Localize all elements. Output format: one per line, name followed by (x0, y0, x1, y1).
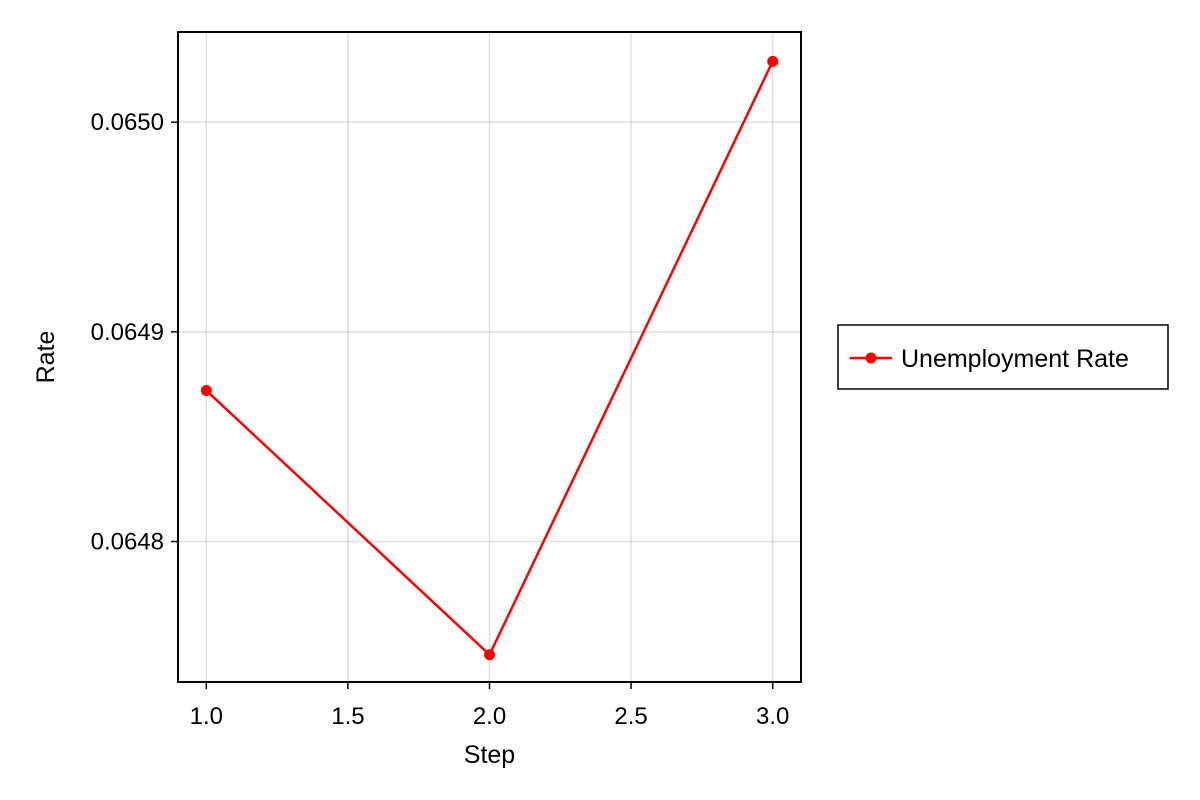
y-tick-label: 0.0648 (91, 529, 164, 556)
legend-entry-label: Unemployment Rate (901, 345, 1129, 373)
x-tick-label: 2.5 (614, 703, 647, 730)
y-tick-label: 0.0650 (91, 109, 164, 136)
x-axis: 1.0 1.5 2.0 2.5 3.0 (190, 682, 789, 730)
data-point (200, 385, 212, 397)
y-axis-label: Rate (32, 331, 60, 384)
x-axis-label: Step (464, 741, 515, 769)
legend-box (837, 324, 1169, 390)
series-layer (200, 55, 779, 661)
legend-marker-swatch (865, 352, 877, 364)
legend: Unemployment Rate (837, 324, 1169, 390)
x-tick-label: 1.0 (190, 703, 223, 730)
grid (178, 32, 801, 682)
y-tick-label: 0.0649 (91, 319, 164, 346)
data-point (767, 55, 779, 67)
data-point (484, 649, 495, 661)
x-tick-label: 3.0 (756, 703, 789, 730)
x-tick-label: 1.5 (331, 703, 364, 730)
x-tick-label: 2.0 (473, 703, 506, 730)
y-axis: 0.0648 0.0649 0.0650 (91, 109, 178, 556)
